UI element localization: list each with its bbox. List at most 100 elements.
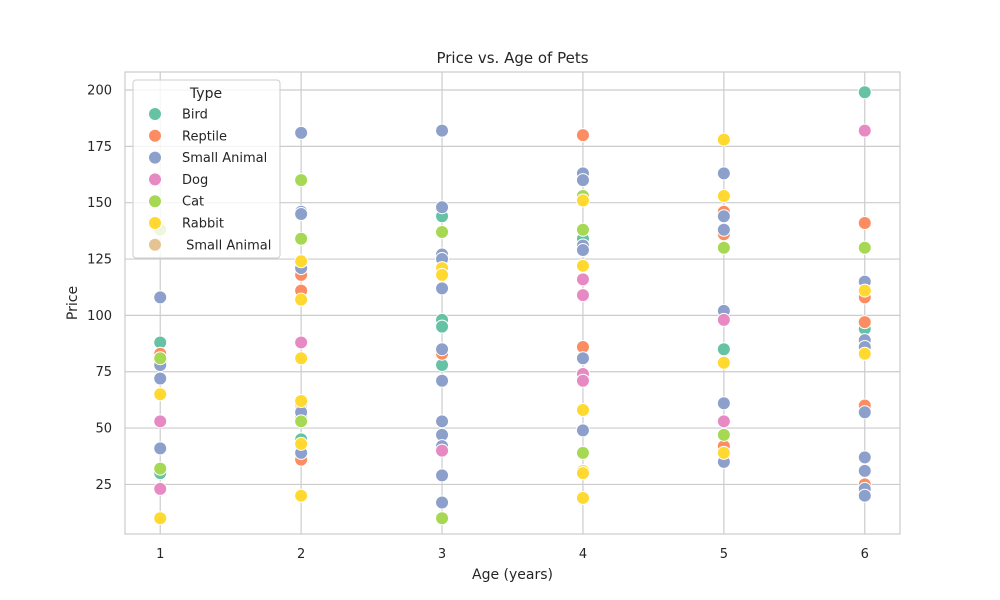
data-point: [716, 427, 731, 442]
x-tick-label: 3: [438, 547, 446, 562]
x-tick-label: 5: [720, 547, 728, 562]
legend-entry-label: Rabbit: [182, 217, 224, 232]
y-tick-label: 75: [95, 365, 112, 380]
data-point: [575, 222, 590, 237]
legend-items: Bird Reptile Small Animal Dog Cat Rabbit Smal…: [148, 107, 271, 253]
data-point: [575, 466, 590, 481]
data-point: [153, 414, 168, 429]
y-axis-label: Price: [65, 286, 81, 320]
legend-marker: [148, 107, 162, 121]
data-point: [575, 288, 590, 303]
legend-marker: [148, 194, 162, 209]
data-point: [575, 403, 590, 418]
data-point: [857, 488, 872, 503]
data-point: [294, 351, 309, 366]
data-point: [435, 495, 450, 510]
y-tick-label: 100: [87, 309, 112, 324]
legend: Type Bird Reptile Small Animal Dog Cat Rabbit…: [132, 79, 281, 259]
grid: [125, 72, 900, 534]
data-point: [153, 290, 168, 305]
data-point: [857, 463, 872, 478]
data-point: [435, 342, 450, 357]
legend-marker: [148, 237, 162, 252]
chart-title: Price vs. Age of Pets: [436, 49, 588, 67]
data-point: [857, 315, 872, 330]
y-tick-label: 175: [87, 140, 112, 155]
x-tick-label: 2: [297, 547, 305, 562]
data-point: [716, 188, 731, 203]
y-tick-label: 200: [87, 84, 112, 99]
legend-entry-label: Reptile: [182, 129, 227, 144]
data-point: [294, 231, 309, 246]
data-point: [857, 283, 872, 298]
legend-entry-label: Dog: [182, 173, 208, 188]
data-point: [857, 405, 872, 420]
legend-entry-label: Cat: [182, 195, 204, 210]
data-point: [716, 209, 731, 224]
data-point: [153, 387, 168, 402]
legend-marker: [148, 150, 162, 165]
data-point: [435, 414, 450, 429]
data-point: [153, 481, 168, 496]
data-point: [716, 445, 731, 460]
legend-marker: [148, 172, 162, 187]
data-point: [575, 490, 590, 505]
data-point: [294, 488, 309, 503]
plot-frame: [124, 71, 901, 535]
data-point: [716, 355, 731, 370]
data-point: [294, 436, 309, 451]
y-tick-label: 125: [87, 253, 112, 268]
legend-box: [132, 79, 281, 259]
legend-entry-label: Small Animal: [182, 151, 267, 166]
data-point: [575, 373, 590, 388]
y-tick-label: 150: [87, 196, 112, 211]
data-point: [435, 443, 450, 458]
data-point: [435, 281, 450, 296]
legend-marker: [148, 128, 162, 143]
data-point: [294, 414, 309, 429]
data-point: [716, 240, 731, 255]
data-point: [435, 468, 450, 483]
legend-marker: [148, 216, 162, 230]
data-point: [435, 225, 450, 240]
tick-labels: 1 2 3 4 5 6 25 50 75 100 125 150 175 200: [87, 84, 869, 562]
data-point: [857, 240, 872, 255]
data-point: [575, 351, 590, 366]
data-point: [575, 272, 590, 287]
data-point: [294, 394, 309, 409]
data-point: [294, 173, 309, 188]
data-point: [857, 85, 872, 100]
data-point: [857, 123, 872, 138]
data-point: [153, 371, 168, 386]
y-tick-label: 25: [95, 478, 112, 493]
data-point: [294, 125, 309, 140]
legend-title: Type: [189, 86, 222, 102]
data-point: [857, 346, 872, 361]
data-point: [857, 450, 872, 465]
data-point: [857, 215, 872, 230]
data-point: [153, 351, 168, 366]
data-point: [716, 166, 731, 181]
data-point: [153, 461, 168, 476]
data-point: [435, 373, 450, 388]
legend-entry-label: Small Animal: [182, 238, 271, 253]
data-point: [716, 342, 731, 357]
data-point: [716, 396, 731, 411]
data-point: [435, 511, 450, 526]
x-tick-label: 1: [156, 547, 164, 562]
data-point: [435, 200, 450, 215]
data-point: [294, 335, 309, 350]
legend-entry-label: Bird: [182, 108, 208, 123]
data-point: [575, 173, 590, 188]
x-axis-label: Age (years): [472, 567, 553, 583]
data-point: [575, 193, 590, 208]
data-point: [153, 441, 168, 456]
data-point: [575, 128, 590, 143]
data-point: [716, 132, 731, 147]
data-point: [294, 292, 309, 307]
data-point: [575, 423, 590, 438]
data-point: [435, 319, 450, 334]
y-tick-label: 50: [95, 422, 112, 437]
data-point: [294, 206, 309, 221]
